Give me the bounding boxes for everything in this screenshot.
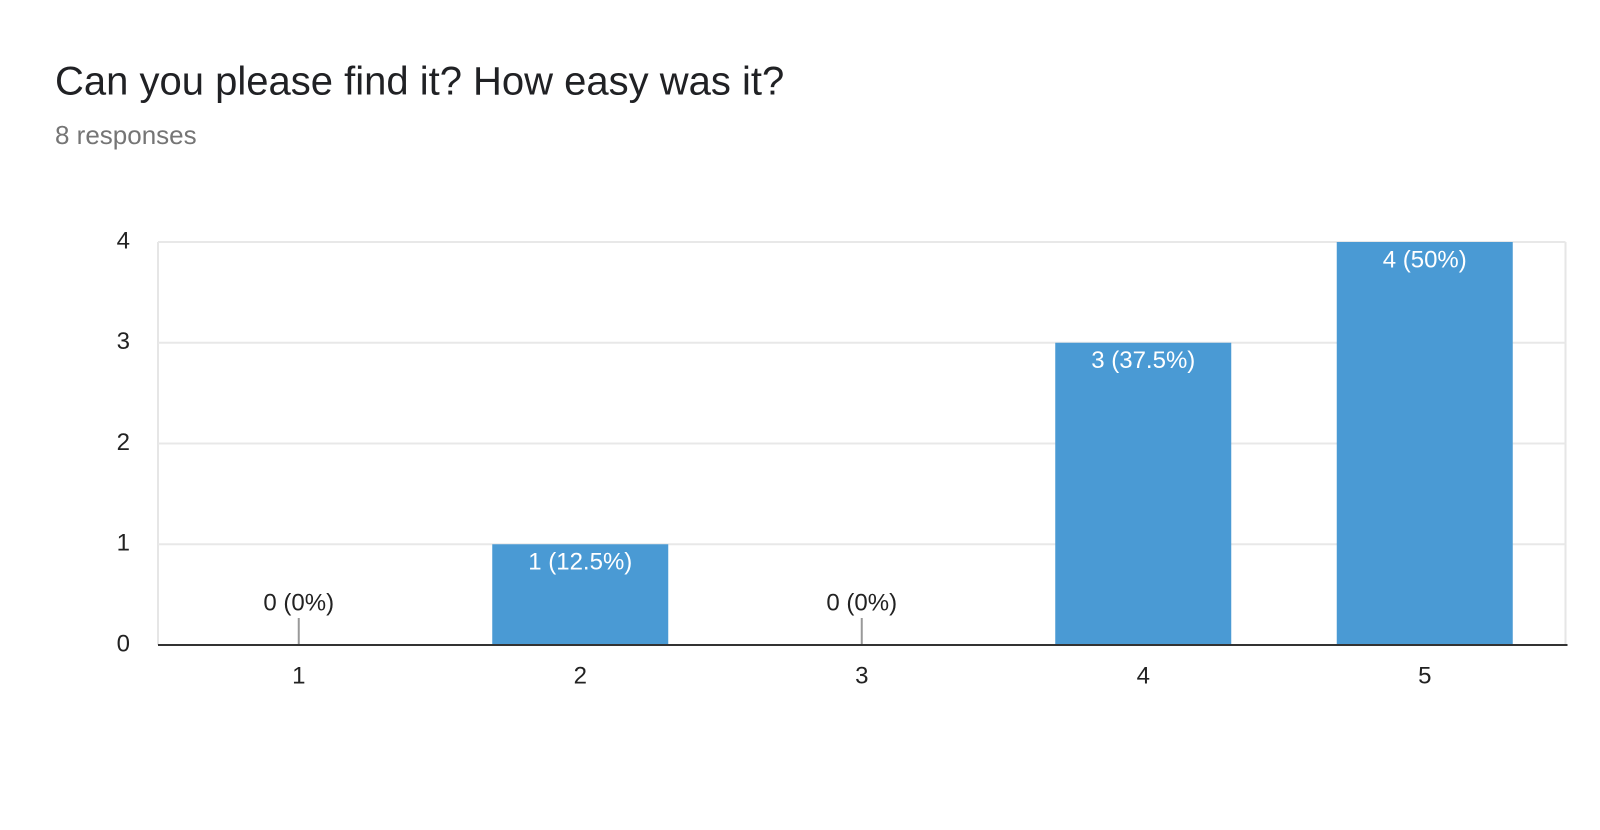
y-tick-label: 1 — [117, 530, 130, 557]
y-tick-label: 2 — [117, 429, 130, 456]
bar — [1055, 342, 1232, 645]
x-tick-label: 2 — [574, 662, 587, 689]
y-tick-label: 4 — [117, 227, 130, 254]
value-label: 0 (0%) — [826, 589, 897, 616]
value-label: 0 (0%) — [263, 589, 334, 616]
chart-title: Can you please find it? How easy was it? — [55, 60, 784, 104]
bar — [1336, 242, 1513, 645]
x-tick-label: 4 — [1137, 662, 1150, 689]
chart-subtitle: 8 responses — [55, 120, 197, 150]
y-tick-label: 3 — [117, 328, 130, 355]
value-label: 4 (50%) — [1383, 246, 1467, 273]
bar — [492, 544, 669, 645]
x-tick-label: 5 — [1418, 662, 1431, 689]
x-tick-label: 1 — [292, 662, 305, 689]
value-label: 3 (37.5%) — [1091, 347, 1195, 374]
y-tick-label: 0 — [117, 630, 130, 657]
x-tick-label: 3 — [855, 662, 868, 689]
value-label: 1 (12.5%) — [528, 549, 632, 576]
